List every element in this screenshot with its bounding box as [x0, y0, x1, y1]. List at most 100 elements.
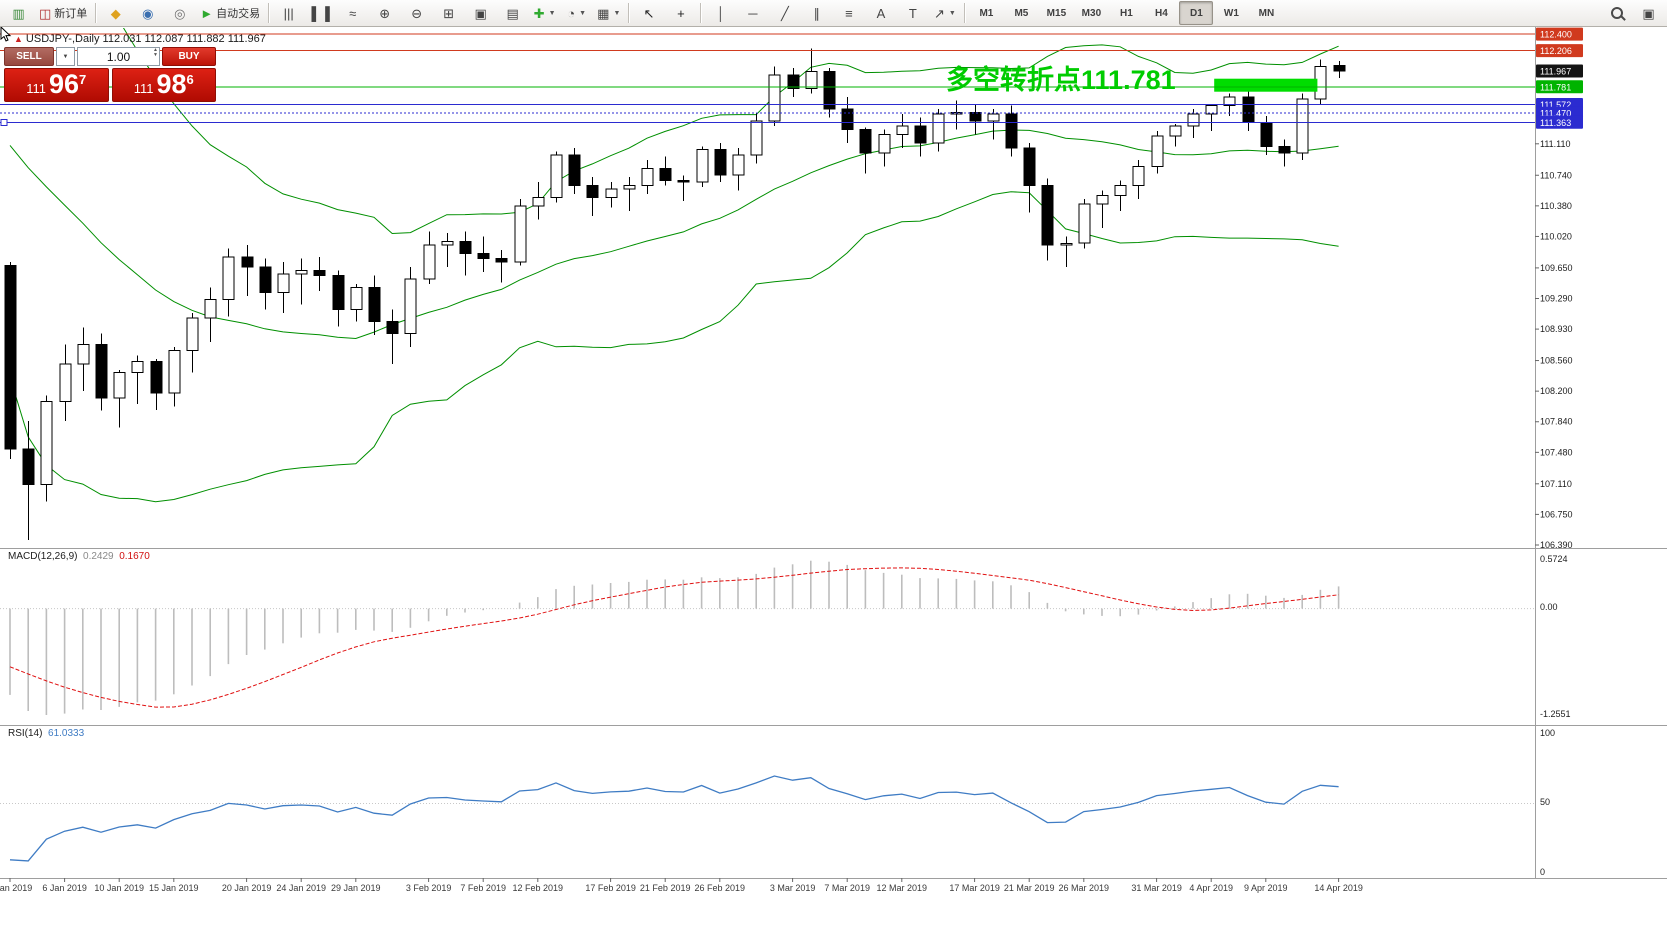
candle-body: [22, 448, 35, 486]
toolbar-text-icon[interactable]: A: [865, 1, 896, 25]
rsi-axis-100: 100: [1540, 728, 1556, 738]
price-tag-text: 111.967: [1540, 67, 1571, 77]
toolbar-chart-candles-icon[interactable]: ▌▐: [305, 1, 336, 25]
candle-body: [368, 286, 381, 322]
mouse-cursor: [0, 27, 12, 42]
ask-big: 98: [156, 69, 187, 99]
candle-body: [969, 111, 982, 122]
crosshair-icon: +: [677, 5, 685, 21]
toolbar-cascade-windows-icon[interactable]: ▣: [465, 1, 496, 25]
toolbar-crosshair-icon[interactable]: +: [665, 1, 696, 25]
candle-body: [423, 244, 436, 280]
candle-body: [1151, 135, 1164, 168]
price-tick: 106.390: [1540, 540, 1573, 550]
new-order-label: 新订单: [54, 8, 88, 20]
candle-body: [732, 154, 745, 176]
ask-int: 111: [133, 80, 154, 96]
toolbar-channel-icon[interactable]: ∥: [801, 1, 832, 25]
timeframe-M1[interactable]: M1: [979, 7, 994, 19]
toolbar-panel-toggle-icon[interactable]: ▣: [1633, 1, 1664, 25]
macd-indicator: [0, 560, 1535, 715]
candle-body: [841, 108, 854, 130]
bid-price-display[interactable]: 111 96 7: [4, 68, 109, 102]
date-tick: 29 Jan 2019: [331, 883, 381, 893]
toolbar-vertical-line-icon[interactable]: │: [705, 1, 736, 25]
toolbar-horizontal-line-icon[interactable]: ─: [737, 1, 768, 25]
toolbar-new-chart-icon[interactable]: ▥: [3, 1, 34, 25]
rsi-indicator: [0, 775, 1535, 862]
candle-body: [477, 253, 490, 260]
candle-body: [150, 360, 163, 394]
timeframe-H4[interactable]: H4: [1155, 7, 1168, 19]
timeframe-M5[interactable]: M5: [1014, 7, 1029, 19]
rsi-label: RSI(14) 61.0333: [8, 728, 84, 739]
toolbar-experts-icon[interactable]: ◉: [132, 1, 163, 25]
buy-button[interactable]: BUY: [162, 47, 216, 66]
volume-spinner[interactable]: ▲ ▼: [153, 47, 158, 58]
toolbar-cursor-icon[interactable]: ↖: [633, 1, 664, 25]
candle-body: [1333, 65, 1346, 72]
date-tick: 9 Apr 2019: [1244, 883, 1288, 893]
toolbar-fibonacci-icon[interactable]: ≡: [833, 1, 864, 25]
autotrading-label: 自动交易: [216, 8, 261, 20]
candle-body: [787, 74, 800, 90]
timeframe-H1[interactable]: H1: [1120, 7, 1133, 19]
candle-body: [987, 113, 1000, 122]
candle-body: [459, 241, 472, 255]
candle-body: [878, 134, 891, 154]
timeframe-M30[interactable]: M30: [1081, 7, 1102, 19]
candle-body: [1060, 242, 1073, 246]
toolbar-arrows-icon[interactable]: ↗ ▼: [929, 1, 960, 25]
toolbar-templates-icon[interactable]: ▦ ▼: [593, 1, 624, 25]
toolbar-periods-icon[interactable]: ◔ ▼: [561, 1, 592, 25]
volume-input[interactable]: 1.00 ▲ ▼: [77, 47, 160, 66]
toolbar-chart-bars-icon[interactable]: |||: [273, 1, 304, 25]
chart-canvas[interactable]: 111.110 110.740 110.380 110.020 109.650 109.2…: [0, 27, 1667, 952]
candle-body: [295, 269, 308, 275]
order-type-dropdown[interactable]: ▼: [56, 47, 75, 66]
toolbar-autotrading-button[interactable]: ► 自动交易: [196, 1, 264, 25]
candle-body: [350, 286, 363, 310]
toolbar-trendline-icon[interactable]: ╱: [769, 1, 800, 25]
toolbar-new-order-button[interactable]: ◫ 新订单: [35, 1, 91, 25]
toolbar-zoom-in-icon[interactable]: ⊕: [369, 1, 400, 25]
timeframe-MN[interactable]: MN: [1258, 7, 1275, 19]
candle-body: [131, 360, 144, 373]
sell-button[interactable]: SELL: [4, 47, 54, 66]
toolbar-data-window-icon[interactable]: ◎: [164, 1, 195, 25]
timeframe-D1[interactable]: D1: [1179, 1, 1214, 25]
toolbar-tile-windows-icon[interactable]: ⊞: [433, 1, 464, 25]
toolbar-zoom-out-icon[interactable]: ⊖: [401, 1, 432, 25]
panel-toggle-icon: ▣: [1642, 5, 1655, 21]
ask-price-display[interactable]: 111 98 6: [111, 68, 216, 102]
date-tick: 17 Mar 2019: [949, 883, 1000, 893]
pivot-annotation: 多空转折点111.781: [946, 65, 1176, 95]
bid-pips: 7: [79, 72, 87, 87]
timeframe-M15[interactable]: M15: [1046, 7, 1067, 19]
horizontal-line-icon: ─: [748, 5, 758, 21]
chart-window[interactable]: 111.110 110.740 110.380 110.020 109.650 109.2…: [0, 27, 1667, 952]
toolbar-text-label-icon[interactable]: T: [897, 1, 928, 25]
price-tick: 109.290: [1540, 294, 1573, 304]
candle-body: [514, 205, 527, 263]
rsi-axis-50: 50: [1540, 797, 1551, 807]
candle-body: [1132, 166, 1145, 186]
price-tag-text: 112.206: [1540, 46, 1572, 56]
periods-icon: ◔: [567, 5, 576, 21]
candle-body: [1187, 113, 1200, 127]
text-label-icon: T: [908, 5, 917, 21]
level-lines: [0, 33, 1535, 126]
candle-body: [95, 343, 108, 399]
toolbar-indicators-icon[interactable]: ✚ ▼: [529, 1, 560, 25]
toolbar-arrange-windows-icon[interactable]: ▤: [497, 1, 528, 25]
candle-body: [859, 128, 872, 154]
pivot-highlight-zone[interactable]: [1214, 78, 1318, 92]
tile-windows-icon: ⊞: [443, 5, 455, 21]
candle-body: [404, 278, 417, 334]
toolbar-chart-line-icon[interactable]: ≈: [337, 1, 368, 25]
line-selection-handle[interactable]: [0, 118, 8, 126]
timeframe-W1[interactable]: W1: [1223, 7, 1239, 19]
toolbar-search-icon[interactable]: [1601, 1, 1632, 25]
toolbar-metaeditor-icon[interactable]: ◆: [100, 1, 131, 25]
date-tick: 26 Feb 2019: [695, 883, 746, 893]
